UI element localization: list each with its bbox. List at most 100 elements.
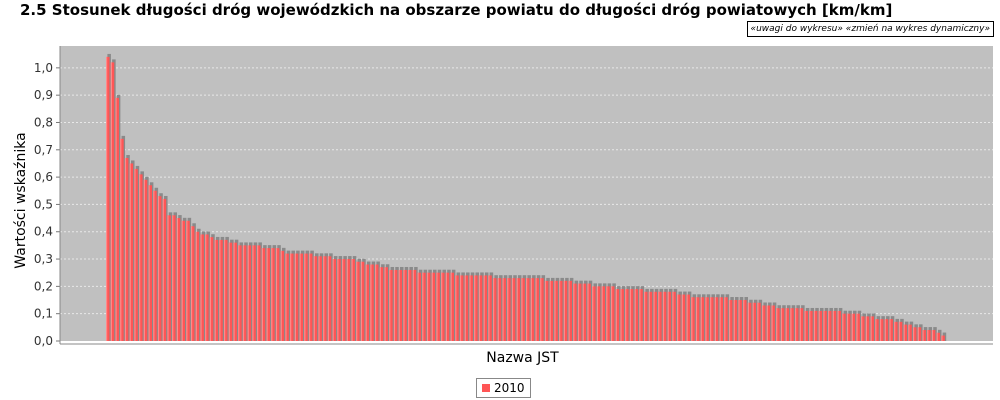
bar — [148, 185, 152, 341]
bar-highlight — [478, 275, 481, 341]
bar — [275, 248, 280, 341]
bar-highlight — [724, 297, 726, 341]
y-tick-label: 0,5 — [34, 197, 53, 211]
bar — [134, 168, 138, 341]
bar-highlight — [497, 278, 499, 341]
bar-highlight — [327, 256, 330, 341]
bar-highlight — [257, 245, 259, 341]
bar-highlight — [700, 297, 702, 341]
bar-highlight — [426, 272, 429, 341]
bar — [389, 269, 393, 341]
bar-highlight — [794, 308, 797, 341]
bar — [776, 308, 780, 341]
bar — [870, 316, 875, 341]
bar-highlight — [544, 280, 547, 341]
bar-highlight — [308, 253, 311, 341]
bar-highlight — [393, 269, 396, 341]
bar — [813, 310, 818, 341]
bar — [757, 302, 761, 341]
y-axis-label: Wartości wskaźnika — [13, 132, 29, 268]
bar-highlight — [832, 310, 834, 341]
bar — [714, 297, 719, 341]
dynamic-chart-link[interactable]: «zmień na wykres dynamiczny» — [845, 24, 990, 34]
bar-highlight — [894, 321, 896, 341]
y-tick-label: 0,2 — [34, 279, 53, 293]
bar-highlight — [398, 269, 400, 341]
bar-highlight — [535, 278, 537, 341]
bar — [242, 245, 247, 341]
bar — [917, 327, 922, 341]
bar-highlight — [643, 291, 646, 341]
bar-highlight — [318, 256, 320, 341]
bar-highlight — [492, 278, 495, 341]
bar-highlight — [615, 289, 617, 341]
bar — [606, 286, 610, 341]
bar — [219, 239, 223, 341]
bar — [530, 278, 535, 341]
bar — [672, 291, 676, 341]
bar — [832, 310, 837, 341]
bar — [577, 283, 582, 341]
bar — [686, 294, 690, 341]
bar-highlight — [875, 319, 877, 341]
bar-highlight — [219, 239, 221, 341]
bar — [809, 310, 813, 341]
bar — [710, 297, 714, 341]
bar-highlight — [922, 330, 924, 341]
bar-highlight — [110, 62, 112, 342]
bar-highlight — [502, 278, 504, 341]
bar-highlight — [846, 313, 849, 341]
bar — [507, 278, 511, 341]
bar — [455, 275, 459, 341]
bar-highlight — [299, 253, 301, 341]
bar-highlight — [389, 269, 391, 341]
bar — [200, 234, 204, 341]
bar — [398, 269, 403, 341]
bar — [903, 324, 908, 341]
bar — [417, 272, 421, 341]
bar-highlight — [252, 245, 254, 341]
bar-highlight — [776, 308, 778, 341]
bar — [129, 163, 134, 341]
bar-highlight — [186, 220, 188, 341]
bar — [648, 291, 653, 341]
bar-highlight — [205, 234, 207, 341]
bar-highlight — [653, 291, 655, 341]
bar-highlight — [521, 278, 523, 341]
bar-highlight — [813, 310, 816, 341]
bar-highlight — [587, 283, 589, 341]
bar — [733, 300, 738, 341]
bar-highlight — [672, 291, 674, 341]
bar — [209, 237, 214, 341]
bar-highlight — [639, 289, 641, 341]
bar — [323, 256, 327, 341]
bar-highlight — [625, 289, 627, 341]
bar — [393, 269, 398, 341]
bar-highlight — [445, 272, 448, 341]
bar-highlight — [365, 264, 367, 341]
bar — [601, 286, 606, 341]
bar — [266, 248, 270, 341]
bar-highlight — [209, 237, 212, 341]
bar — [856, 313, 860, 341]
bar — [521, 278, 525, 341]
chart-notes-link[interactable]: «uwagi do wykresu» — [750, 24, 843, 34]
bar — [162, 198, 167, 341]
bar — [478, 275, 483, 341]
bar — [592, 286, 596, 341]
chart-title: 2.5 Stosunek długości dróg wojewódzkich … — [20, 1, 893, 19]
bar-highlight — [153, 190, 155, 341]
bar-highlight — [828, 310, 830, 341]
bar-highlight — [634, 289, 636, 341]
bar-highlight — [710, 297, 712, 341]
bar — [790, 308, 794, 341]
bar — [304, 253, 308, 341]
bar-highlight — [214, 239, 216, 341]
bar-highlight — [228, 242, 230, 341]
bar — [223, 239, 228, 341]
bar — [634, 289, 639, 341]
x-axis-label: Nazwa JST — [486, 350, 559, 366]
bar — [474, 275, 478, 341]
bar-highlight — [809, 310, 811, 341]
bar-highlight — [610, 286, 613, 341]
